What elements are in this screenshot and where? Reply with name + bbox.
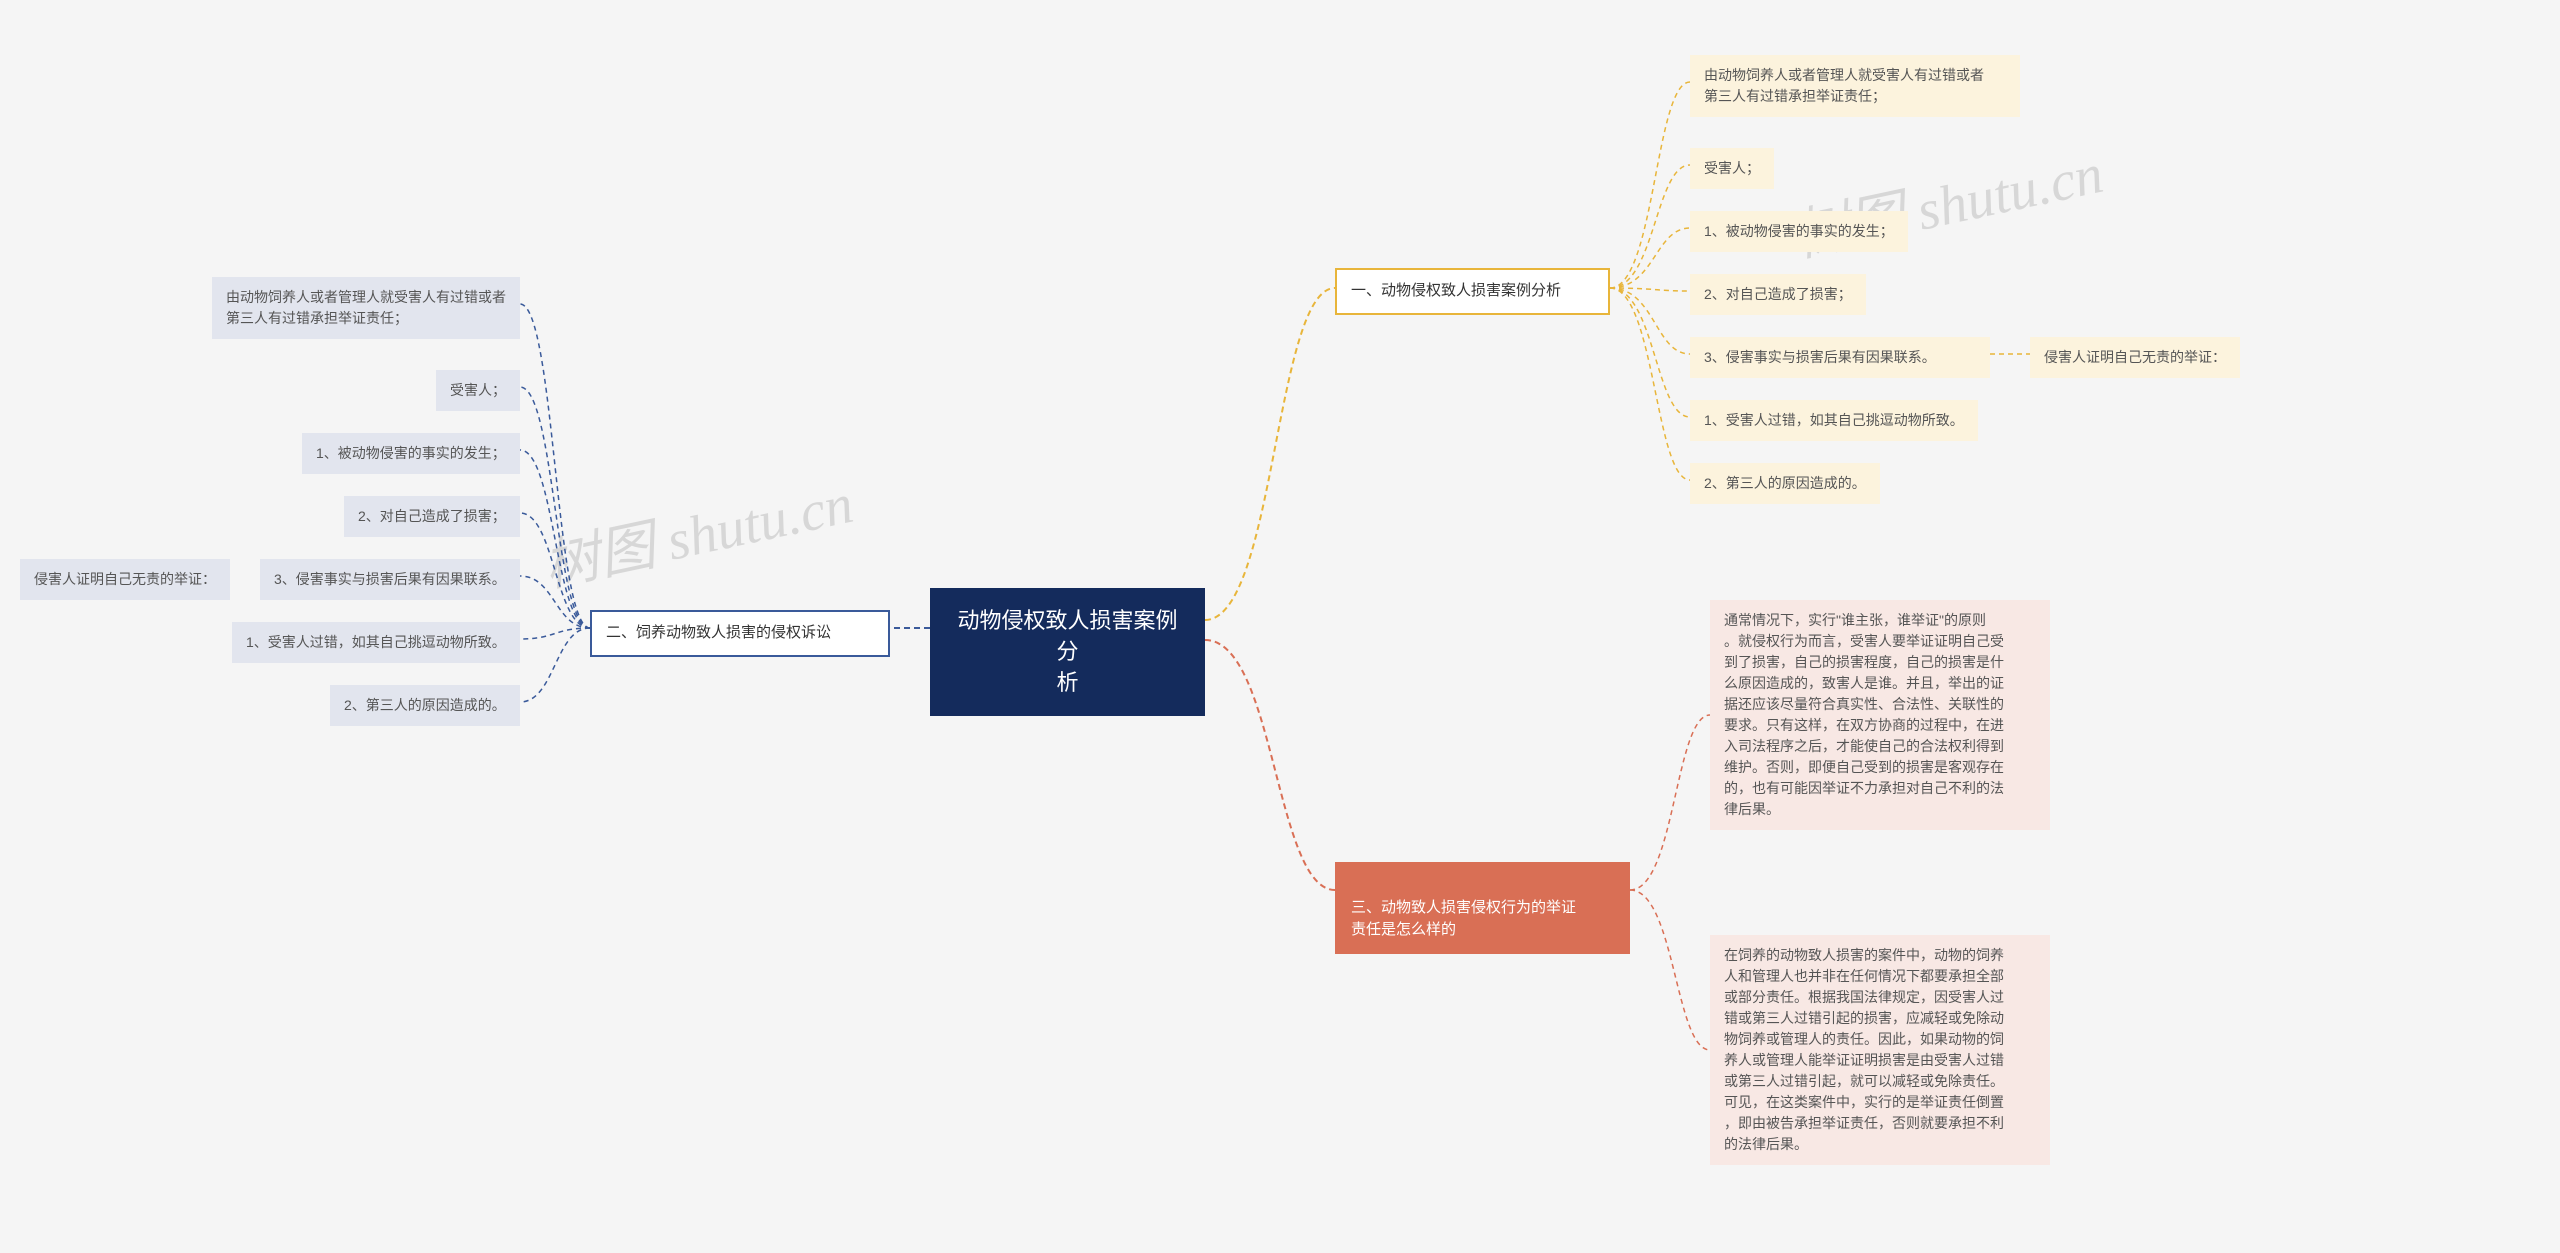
branch-1-leaf-2[interactable]: 1、被动物侵害的事实的发生；	[1690, 211, 1908, 252]
branch-2-leaf-2[interactable]: 1、被动物侵害的事实的发生；	[302, 433, 520, 474]
branch-1-leaf-5[interactable]: 1、受害人过错，如其自己挑逗动物所致。	[1690, 400, 1978, 441]
watermark-left: 树图 shutu.cn	[535, 458, 859, 603]
branch-2-leaf-0[interactable]: 由动物饲养人或者管理人就受害人有过错或者 第三人有过错承担举证责任；	[212, 277, 520, 339]
branch-2-leaf-3[interactable]: 2、对自己造成了损害；	[344, 496, 520, 537]
branch-2-leaf-6[interactable]: 2、第三人的原因造成的。	[330, 685, 520, 726]
root-text: 动物侵权致人损害案例分 析	[957, 608, 1177, 695]
branch-3-label: 三、动物致人损害侵权行为的举证 责任是怎么样的	[1351, 899, 1576, 939]
branch-1-leaf-3[interactable]: 2、对自己造成了损害；	[1690, 274, 1866, 315]
branch-2[interactable]: 二、饲养动物致人损害的侵权诉讼	[590, 610, 890, 657]
branch-1-leaf-0[interactable]: 由动物饲养人或者管理人就受害人有过错或者 第三人有过错承担举证责任；	[1690, 55, 2020, 117]
branch-1[interactable]: 一、动物侵权致人损害案例分析	[1335, 268, 1610, 315]
branch-2-leaf-5[interactable]: 1、受害人过错，如其自己挑逗动物所致。	[232, 622, 520, 663]
branch-2-label: 二、饲养动物致人损害的侵权诉讼	[606, 624, 831, 641]
branch-3[interactable]: 三、动物致人损害侵权行为的举证 责任是怎么样的	[1335, 862, 1630, 954]
root-node[interactable]: 动物侵权致人损害案例分 析	[930, 588, 1205, 716]
branch-1-leaf-1[interactable]: 受害人；	[1690, 148, 1774, 189]
branch-1-sub[interactable]: 侵害人证明自己无责的举证：	[2030, 337, 2240, 378]
branch-3-leaf-0[interactable]: 通常情况下，实行"谁主张，谁举证"的原则 。就侵权行为而言，受害人要举证证明自己…	[1710, 600, 2050, 830]
branch-1-label: 一、动物侵权致人损害案例分析	[1351, 282, 1561, 299]
branch-2-sub[interactable]: 侵害人证明自己无责的举证：	[20, 559, 230, 600]
branch-2-leaf-1[interactable]: 受害人；	[436, 370, 520, 411]
branch-3-leaf-1[interactable]: 在饲养的动物致人损害的案件中，动物的饲养 人和管理人也并非在任何情况下都要承担全…	[1710, 935, 2050, 1165]
branch-2-leaf-4[interactable]: 3、侵害事实与损害后果有因果联系。	[260, 559, 520, 600]
branch-1-leaf-4[interactable]: 3、侵害事实与损害后果有因果联系。	[1690, 337, 1990, 378]
branch-1-leaf-6[interactable]: 2、第三人的原因造成的。	[1690, 463, 1880, 504]
